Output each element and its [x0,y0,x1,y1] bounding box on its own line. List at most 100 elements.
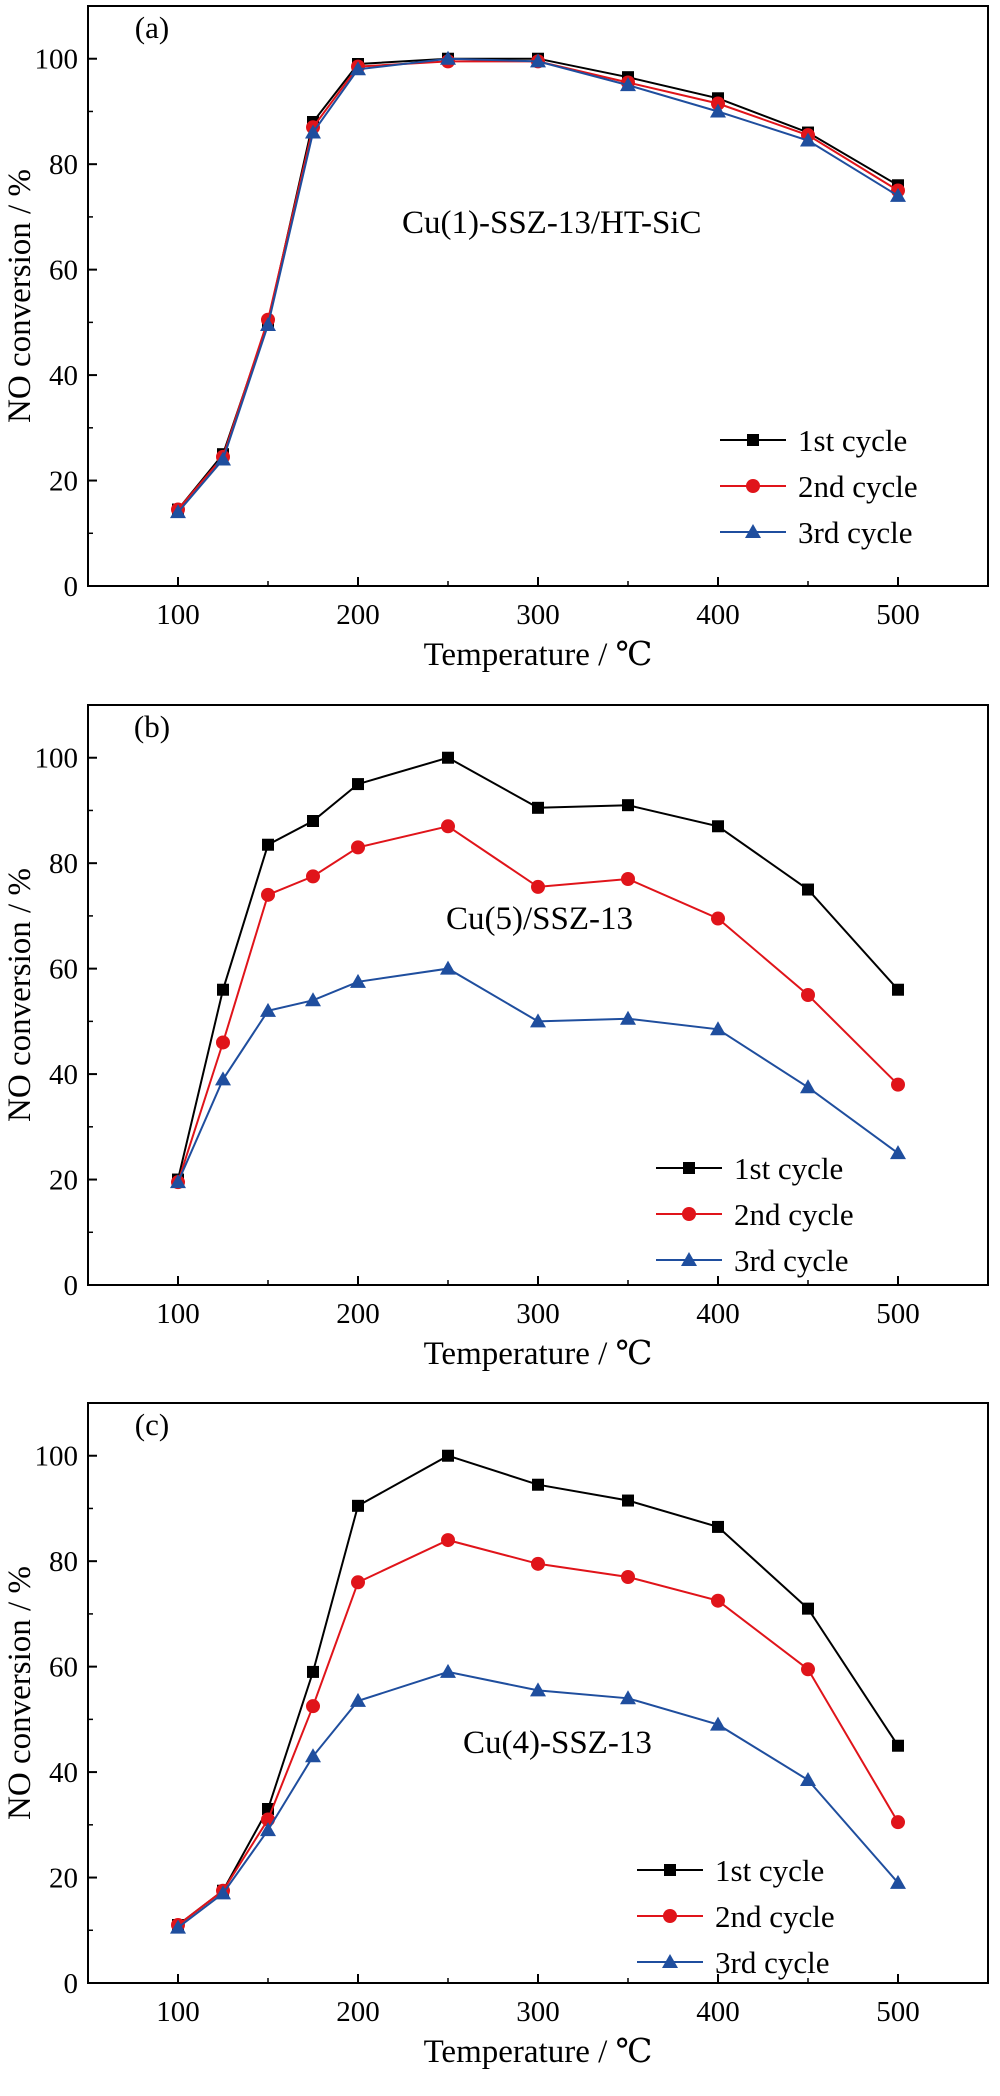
data-point [215,1885,231,1900]
data-point [350,1692,366,1707]
data-point [262,838,274,851]
data-point [307,815,319,827]
x-tick-label: 500 [876,599,920,631]
x-axis-title: Temperature / ℃ [424,1336,653,1372]
x-tick-label: 100 [156,1996,200,2028]
y-axis-title: NO conversion / % [2,868,38,1122]
data-point [621,872,635,886]
data-point [800,1079,816,1094]
x-axis-title: Temperature / ℃ [424,2034,653,2070]
data-point [531,1556,545,1571]
data-point [215,451,231,466]
data-point [306,1699,320,1714]
data-point [532,801,544,814]
data-point [305,124,321,139]
data-point [801,988,815,1002]
data-point [350,61,366,76]
y-tick-label: 20 [49,1165,78,1197]
data-point [802,1602,814,1615]
x-tick-label: 200 [336,599,380,631]
x-tick-label: 200 [336,1298,380,1330]
x-tick-label: 100 [156,1298,200,1330]
x-tick-label: 300 [516,1298,560,1330]
legend-marker [746,479,760,493]
series-line [177,1670,899,1929]
x-tick-label: 300 [516,1996,560,2028]
data-point [622,799,634,812]
data-point [890,1874,906,1889]
y-tick-label: 40 [49,1757,78,1789]
data-point [802,883,814,896]
legend-label: 2nd cycle [798,469,918,504]
data-point [890,187,906,202]
data-point [306,869,320,884]
x-tick-label: 300 [516,599,560,631]
legend-label: 3rd cycle [798,515,912,550]
y-axis-title: NO conversion / % [2,169,38,423]
panel-label: (b) [134,709,170,744]
data-point [440,50,456,65]
legend-marker [683,1162,695,1174]
data-point [710,103,726,118]
data-point [170,504,186,519]
y-tick-label: 40 [49,360,78,392]
panel-a: 100 200 300 400 500 0 20 40 60 80 100 Temperature /… [2,5,989,673]
data-point [710,1021,726,1036]
legend-label: 3rd cycle [715,1945,829,1980]
y-tick-label: 100 [35,44,79,76]
data-point [307,1665,319,1678]
data-point [440,1663,456,1678]
panel-c: 100 200 300 400 500 0 20 40 60 80 100 Temperature /… [2,1402,989,2070]
data-point [531,879,545,894]
data-point [351,1575,365,1590]
legend-label: 1st cycle [715,1853,824,1888]
legend-label: 1st cycle [798,423,907,458]
data-point [351,840,365,855]
x-axis-title: Temperature / ℃ [424,637,653,673]
data-point [892,983,904,996]
y-tick-label: 60 [49,1652,78,1684]
data-point [170,1919,186,1934]
y-tick-label: 60 [49,255,78,287]
data-point [712,820,724,833]
data-point [800,1772,816,1786]
data-point [801,1662,815,1677]
x-tick-label: 400 [696,1298,740,1330]
data-point [260,1822,276,1837]
y-tick-label: 40 [49,1059,78,1091]
y-tick-label: 80 [49,1546,78,1578]
x-tick-label: 500 [876,1298,920,1330]
series-line [177,756,899,1180]
series-line [177,57,899,511]
y-tick-label: 80 [49,149,78,181]
data-point [352,778,364,791]
legend-marker [747,434,759,446]
data-point [530,1682,546,1697]
data-point [441,819,455,834]
data-point [215,1071,231,1086]
data-point [620,77,636,92]
legend-marker [681,1252,697,1266]
data-point [712,1520,724,1533]
data-point [800,132,816,147]
data-point [305,992,321,1007]
data-point [620,1690,636,1705]
y-tick-label: 60 [49,954,78,986]
data-point [350,973,366,988]
data-point [710,1716,726,1731]
data-point [260,1002,276,1017]
sample-annotation: Cu(1)-SSZ-13/HT-SiC [402,205,701,241]
data-point [442,1449,454,1462]
data-point [530,1013,546,1028]
data-point [442,751,454,764]
legend-label: 2nd cycle [715,1899,835,1934]
data-point [711,1593,725,1608]
sample-annotation: Cu(5)/SSZ-13 [446,901,633,937]
y-tick-label: 20 [49,466,78,498]
legend-marker [664,1864,676,1876]
legend-marker [745,524,761,538]
panel-label: (c) [135,1407,169,1442]
data-point [170,1174,186,1189]
data-point [216,1035,230,1050]
